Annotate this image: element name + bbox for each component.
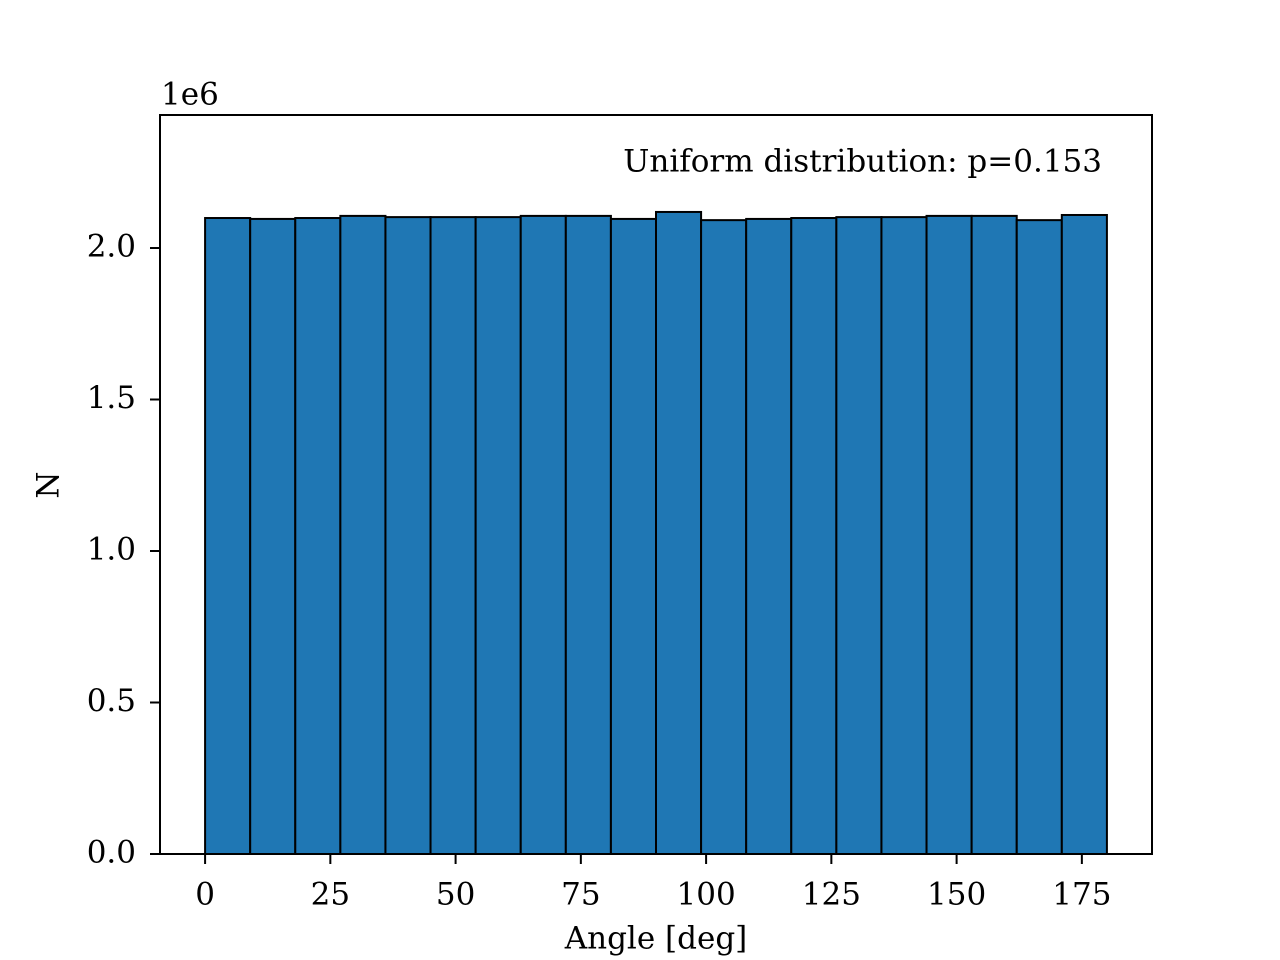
y-offset-label: 1e6 (161, 77, 219, 113)
bar (204, 217, 252, 855)
bar (384, 216, 432, 856)
x-tick-label: 0 (195, 877, 215, 913)
annotation: Uniform distribution: p=0.153 (623, 144, 1102, 180)
y-tick-label: 1.5 (87, 380, 136, 416)
bar (925, 214, 973, 856)
bar (745, 217, 793, 855)
bar (700, 219, 748, 855)
y-tick-label: 0.0 (87, 835, 136, 871)
bar (429, 216, 477, 856)
bar (519, 214, 567, 856)
bar (835, 216, 883, 856)
bar (655, 210, 703, 855)
x-tick-label: 125 (802, 877, 861, 913)
y-tick-label: 2.0 (87, 229, 136, 265)
x-tick-label: 100 (677, 877, 736, 913)
x-tick-label: 75 (561, 877, 600, 913)
bar (339, 214, 387, 856)
bar (1015, 219, 1063, 855)
x-tick-label: 150 (927, 877, 986, 913)
bar (249, 217, 297, 855)
bar (294, 217, 342, 855)
bar (880, 216, 928, 856)
plot-frame (159, 114, 1153, 855)
y-tick-label: 0.5 (87, 683, 136, 719)
bar (970, 214, 1018, 856)
bar (609, 217, 658, 855)
x-tick-label: 175 (1052, 877, 1111, 913)
x-tick-label: 25 (311, 877, 350, 913)
bar (564, 214, 612, 856)
bar (474, 216, 522, 856)
bar (790, 217, 838, 855)
x-axis-label: Angle [deg] (564, 921, 748, 957)
bar (1060, 213, 1108, 856)
y-axis-label: N (31, 471, 67, 498)
x-tick-label: 50 (436, 877, 475, 913)
y-tick-label: 1.0 (87, 532, 136, 568)
